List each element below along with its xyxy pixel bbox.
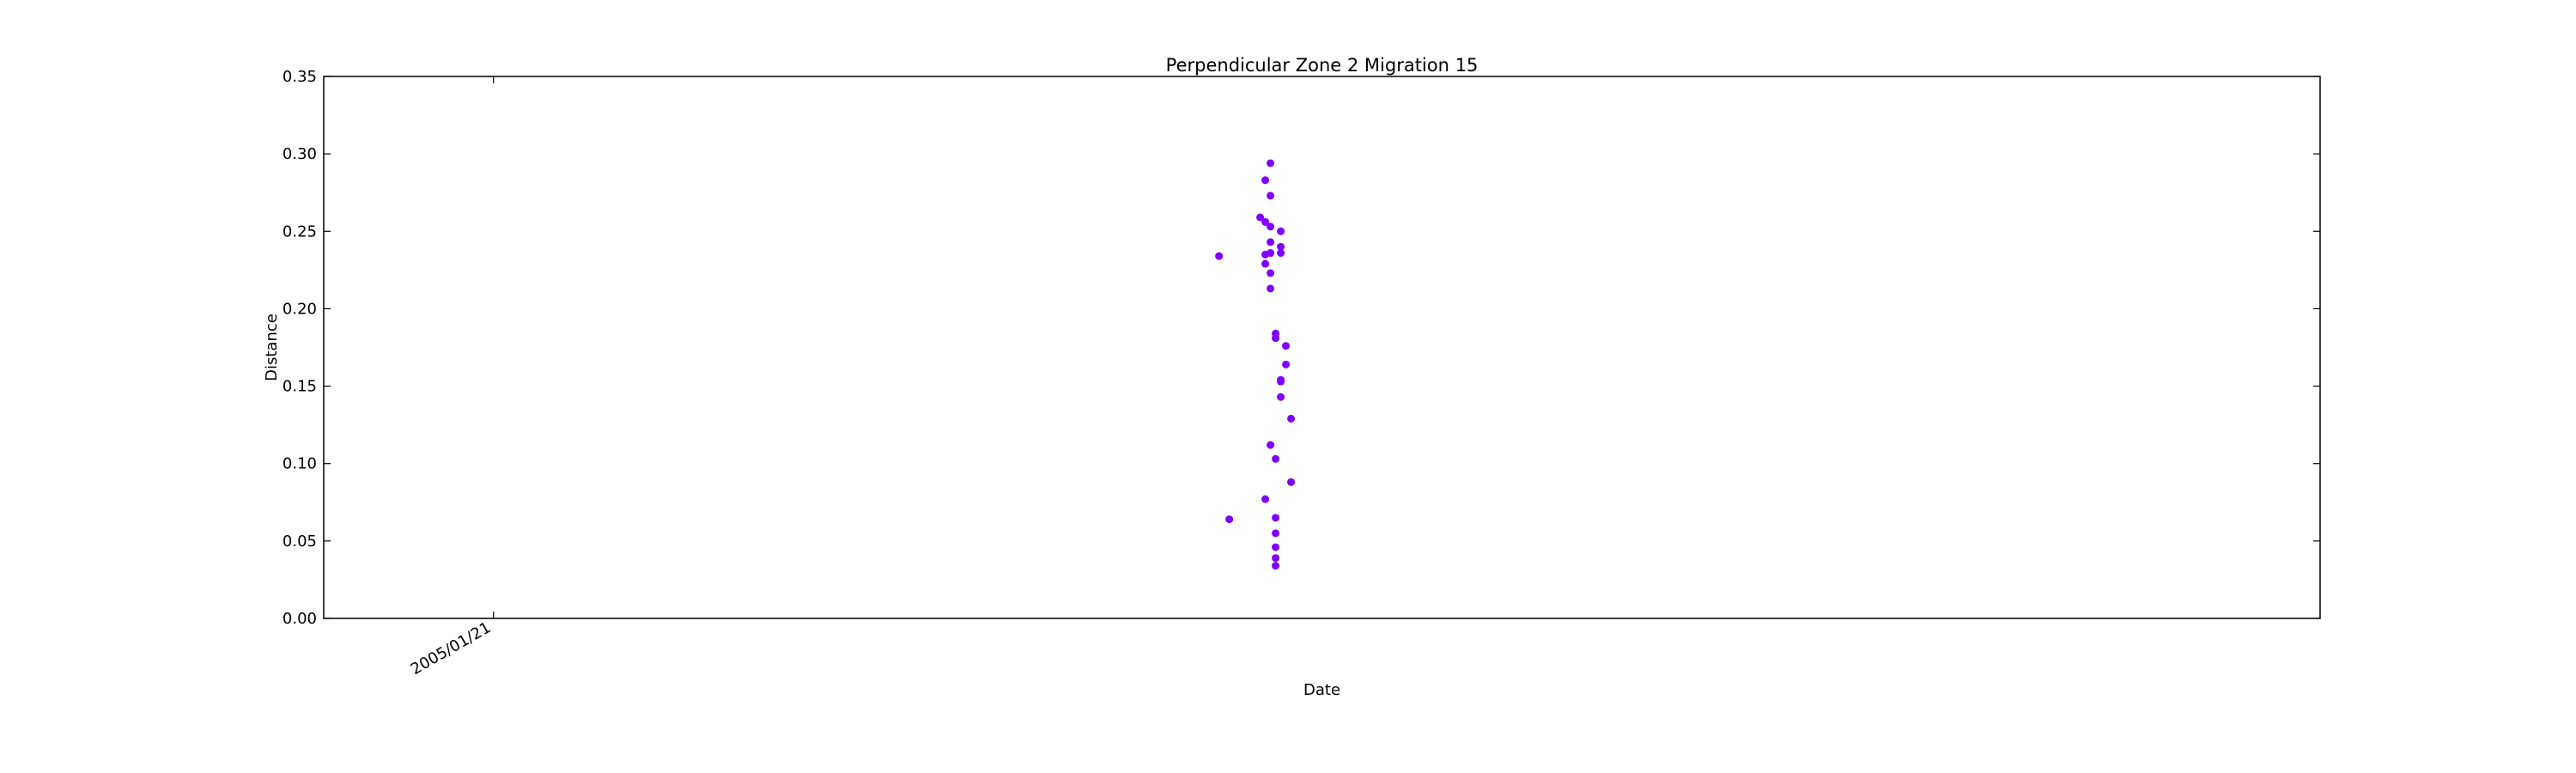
data-point — [1282, 360, 1291, 368]
y-tick-label: 0.25 — [283, 222, 317, 240]
y-tick-label: 0.20 — [283, 300, 317, 318]
data-point — [1272, 543, 1280, 551]
y-tick-label: 0.00 — [283, 610, 317, 628]
plot-layer — [1215, 159, 1296, 570]
y-tick-label: 0.15 — [283, 378, 317, 396]
y-tick-label: 0.10 — [283, 455, 317, 473]
data-point — [1267, 284, 1275, 293]
data-point — [1267, 159, 1275, 167]
data-point — [1256, 213, 1265, 222]
x-axis-label: Date — [1303, 681, 1340, 699]
data-point — [1272, 329, 1280, 338]
data-point — [1272, 529, 1280, 538]
chart-title: Perpendicular Zone 2 Migration 15 — [1166, 55, 1479, 76]
data-point — [1287, 478, 1296, 486]
data-point — [1267, 249, 1275, 258]
data-point — [1267, 238, 1275, 247]
data-point — [1215, 252, 1224, 260]
data-point — [1277, 393, 1285, 401]
data-point — [1277, 242, 1285, 251]
data-point — [1225, 515, 1234, 524]
data-point — [1261, 217, 1270, 226]
x-axis: 2005/01/21 — [408, 76, 495, 679]
data-point — [1267, 441, 1275, 449]
plot-area-frame — [323, 76, 2321, 619]
data-point — [1277, 377, 1285, 386]
data-point — [1272, 554, 1280, 563]
data-point — [1261, 176, 1270, 185]
y-axis: 0.00 0.05 0.10 0.15 0.20 0.25 0.30 0.35 — [283, 68, 2320, 628]
y-tick-label: 0.05 — [283, 533, 317, 551]
data-point — [1267, 269, 1275, 277]
x-tick-label: 2005/01/21 — [408, 618, 494, 679]
data-point — [1272, 514, 1280, 522]
data-point — [1287, 414, 1296, 423]
data-point — [1272, 562, 1280, 570]
y-tick-label: 0.35 — [283, 68, 317, 86]
data-point — [1267, 192, 1275, 200]
y-axis-label: Distance — [263, 313, 281, 381]
data-point — [1261, 495, 1270, 503]
data-point — [1272, 454, 1280, 463]
y-tick-label: 0.30 — [283, 145, 317, 163]
data-point — [1261, 259, 1270, 268]
data-point — [1282, 342, 1291, 350]
data-point — [1277, 249, 1285, 258]
data-point — [1277, 227, 1285, 235]
data-point — [1267, 222, 1275, 231]
